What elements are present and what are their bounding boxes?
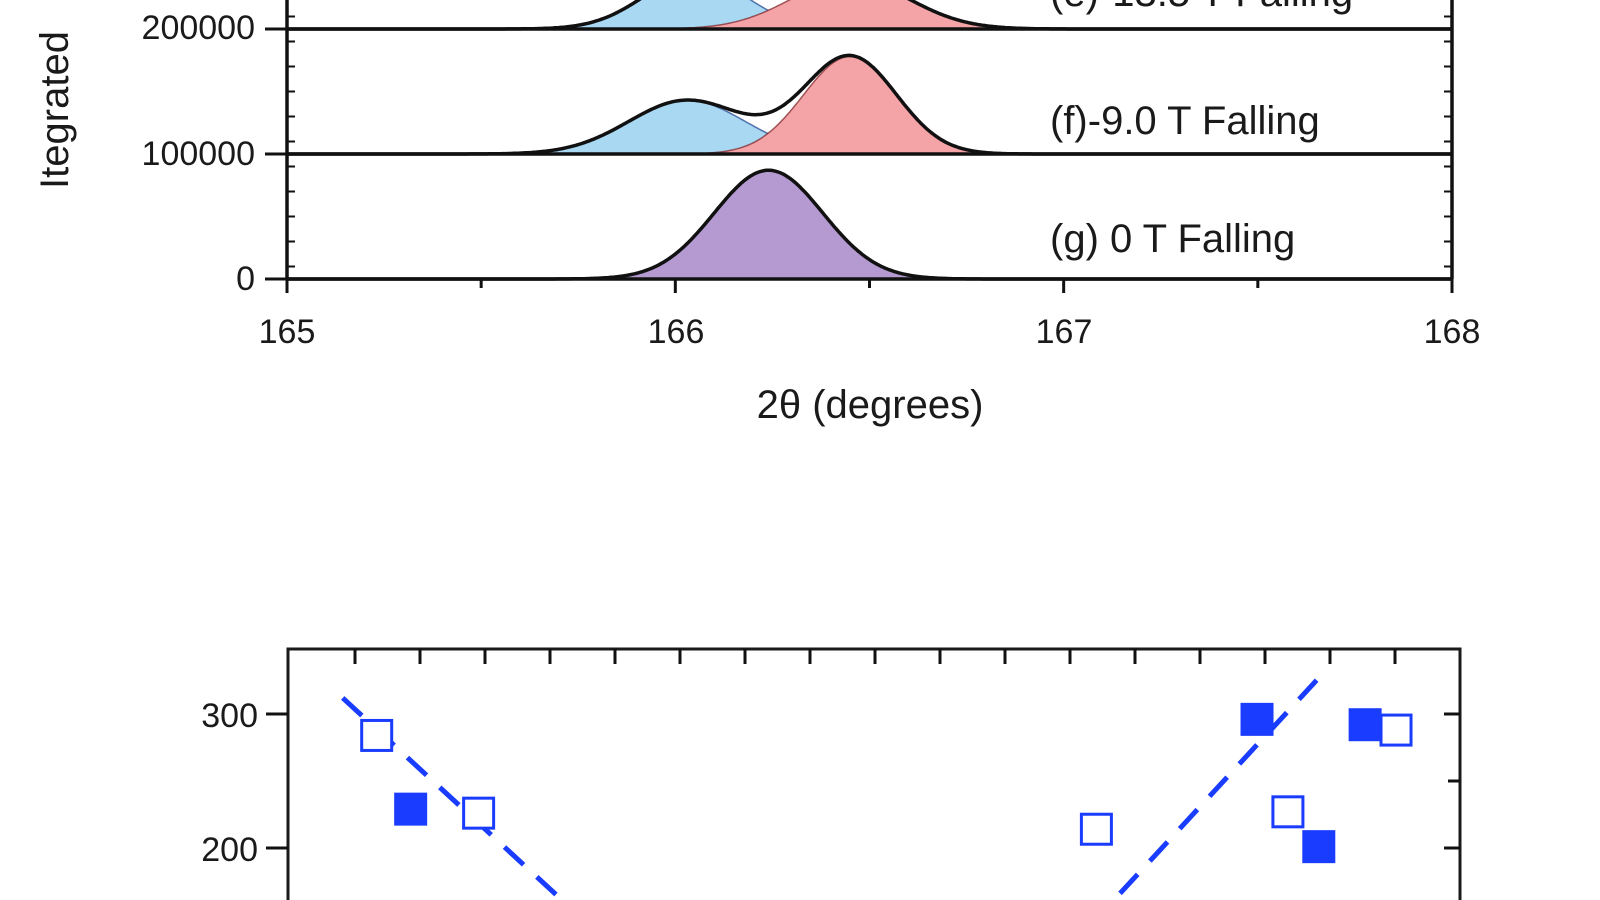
y-axis-title: Itegrated <box>33 31 77 189</box>
trend-lines <box>341 669 1327 900</box>
y-tick-label: 300 <box>201 697 258 735</box>
filled-square-point <box>1302 830 1336 864</box>
scatter-chart: 200 300 <box>201 647 1462 900</box>
x-tick-label: 166 <box>648 313 705 351</box>
filled-square-point <box>1348 708 1382 742</box>
tick-marks <box>266 649 1460 850</box>
open-square-point <box>1271 795 1305 829</box>
x-tick-label: 168 <box>1424 313 1481 351</box>
filled-square-point <box>394 792 428 826</box>
y-tick-label: 100000 <box>142 135 255 173</box>
open-square-point <box>1379 713 1413 747</box>
y-tick-label: 200000 <box>142 9 255 47</box>
open-square-point <box>462 796 496 830</box>
dashed-trend-line <box>1110 669 1327 900</box>
x-axis-title: 2θ (degrees) <box>757 383 984 427</box>
x-tick-label: 167 <box>1036 313 1093 351</box>
data-points <box>360 702 1413 864</box>
diffraction-chart: 0 100000 200000 165 166 167 168 2θ (degr… <box>33 0 1480 427</box>
filled-square-point <box>1240 702 1274 736</box>
panel-label-e: (e)-13.5 T Falling <box>1050 0 1353 15</box>
y-tick-label: 200 <box>201 831 258 869</box>
x-tick-label: 165 <box>259 313 316 351</box>
open-square-point <box>360 718 394 752</box>
tick-marks <box>265 15 1454 293</box>
panel-label-f: (f)-9.0 T Falling <box>1050 99 1320 143</box>
plot-frame <box>286 647 1462 900</box>
panel-label-g: (g) 0 T Falling <box>1050 217 1295 261</box>
y-tick-label: 0 <box>236 260 255 298</box>
open-square-point <box>1079 812 1113 846</box>
